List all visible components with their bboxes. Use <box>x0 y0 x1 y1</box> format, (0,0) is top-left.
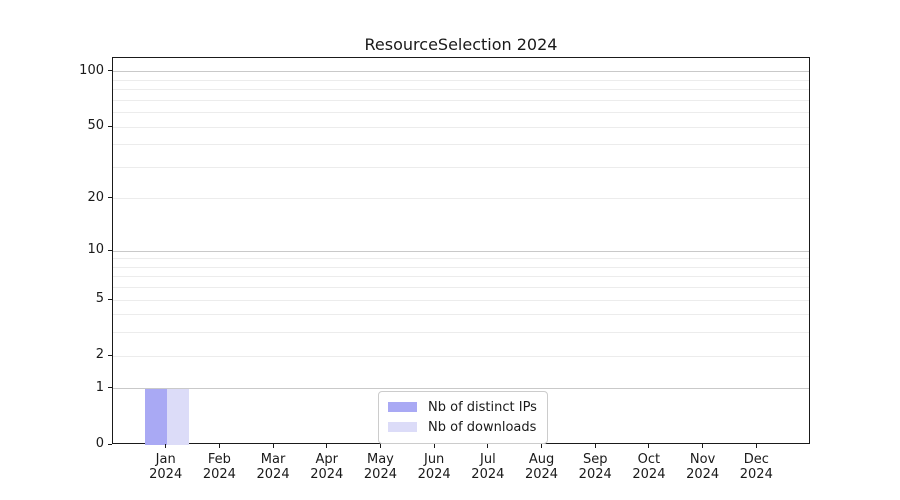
x-tick-label-sep: Sep 2024 <box>560 452 630 482</box>
x-tick-label-mar: Mar 2024 <box>238 452 308 482</box>
gridline-major <box>113 388 809 390</box>
x-tick-month: Feb <box>207 452 231 467</box>
x-tick-mark <box>272 444 274 448</box>
x-tick-month: Jan <box>155 452 176 467</box>
x-tick-label-nov: Nov 2024 <box>668 452 738 482</box>
legend-swatch-distinct-ips-icon <box>388 402 417 412</box>
x-tick-month: Apr <box>315 452 339 467</box>
x-tick-label-dec: Dec 2024 <box>721 452 791 482</box>
x-tick-month: Oct <box>637 452 661 467</box>
bar-distinct-ips-jan <box>144 388 167 445</box>
x-tick-year: 2024 <box>363 467 397 482</box>
y-tick-mark <box>108 298 112 300</box>
x-tick-year: 2024 <box>202 467 236 482</box>
gridline-minor <box>113 198 809 200</box>
gridline-minor <box>113 355 809 357</box>
x-tick-month: Jun <box>423 452 445 467</box>
x-tick-label-jul: Jul 2024 <box>453 452 523 482</box>
y-tick-mark <box>108 249 112 251</box>
gridline-minor <box>113 166 809 168</box>
x-tick-month: Jul <box>480 452 496 467</box>
x-tick-month: Sep <box>582 452 608 467</box>
x-tick-year: 2024 <box>256 467 290 482</box>
legend: Nb of distinct IPs Nb of downloads <box>378 391 548 444</box>
y-tick-label: 1 <box>95 379 104 395</box>
x-tick-year: 2024 <box>739 467 773 482</box>
x-tick-label-oct: Oct 2024 <box>614 452 684 482</box>
y-tick-mark <box>108 197 112 199</box>
x-tick-year: 2024 <box>632 467 666 482</box>
gridline-minor <box>113 276 809 278</box>
gridline-minor <box>113 112 809 114</box>
x-tick-month: Aug <box>528 452 555 467</box>
gridline-minor <box>113 287 809 289</box>
gridline-minor <box>113 314 809 316</box>
gridline-minor <box>113 89 809 91</box>
x-tick-mark <box>487 444 489 448</box>
x-tick-label-jun: Jun 2024 <box>399 452 469 482</box>
y-tick-label: 5 <box>95 291 104 307</box>
gridline-minor <box>113 126 809 128</box>
x-tick-month: May <box>367 452 394 467</box>
y-tick-mark <box>108 387 112 389</box>
x-tick-mark <box>702 444 704 448</box>
x-tick-mark <box>594 444 596 448</box>
y-tick-label: 2 <box>95 347 104 363</box>
x-tick-label-feb: Feb 2024 <box>184 452 254 482</box>
x-tick-mark <box>755 444 757 448</box>
plot-area: Nb of distinct IPs Nb of downloads <box>112 57 810 445</box>
gridline-minor <box>113 299 809 301</box>
x-tick-mark <box>433 444 435 448</box>
x-tick-label-apr: Apr 2024 <box>292 452 362 482</box>
gridline-major <box>113 250 809 252</box>
x-tick-month: Dec <box>743 452 769 467</box>
x-tick-label-may: May 2024 <box>345 452 415 482</box>
y-tick-mark <box>108 443 112 445</box>
x-tick-mark <box>648 444 650 448</box>
x-tick-label-jan: Jan 2024 <box>131 452 201 482</box>
y-tick-mark <box>108 70 112 72</box>
legend-row-downloads: Nb of downloads <box>388 417 537 437</box>
y-tick-mark <box>108 354 112 356</box>
gridline-minor <box>113 144 809 146</box>
legend-swatch-downloads-icon <box>388 422 417 432</box>
x-tick-mark <box>218 444 220 448</box>
x-tick-year: 2024 <box>524 467 559 482</box>
gridline-minor <box>113 99 809 101</box>
x-tick-year: 2024 <box>310 467 344 482</box>
x-tick-month: Mar <box>260 452 286 467</box>
y-tick-mark <box>108 125 112 127</box>
x-tick-year: 2024 <box>417 467 451 482</box>
x-tick-mark <box>165 444 167 448</box>
x-tick-mark <box>379 444 381 448</box>
legend-row-distinct-ips: Nb of distinct IPs <box>388 397 537 417</box>
chart-title: ResourceSelection 2024 <box>364 35 558 54</box>
gridline-minor <box>113 266 809 268</box>
legend-label-distinct-ips: Nb of distinct IPs <box>428 399 537 415</box>
bar-downloads-jan <box>166 388 189 445</box>
gridline-minor <box>113 258 809 260</box>
x-tick-year: 2024 <box>686 467 720 482</box>
x-tick-year: 2024 <box>578 467 612 482</box>
y-tick-label: 20 <box>87 189 104 205</box>
gridline-minor <box>113 332 809 334</box>
y-tick-label: 50 <box>87 118 104 134</box>
x-tick-year: 2024 <box>149 467 183 482</box>
x-tick-label-aug: Aug 2024 <box>507 452 577 482</box>
gridline-major <box>113 71 809 73</box>
x-tick-month: Nov <box>689 452 716 467</box>
y-tick-label: 10 <box>87 242 104 258</box>
y-tick-label: 100 <box>79 62 104 78</box>
legend-label-downloads: Nb of downloads <box>428 419 537 435</box>
gridline-minor <box>113 79 809 81</box>
y-tick-label: 0 <box>95 436 104 451</box>
x-tick-mark <box>541 444 543 448</box>
x-tick-year: 2024 <box>471 467 505 482</box>
x-tick-mark <box>326 444 328 448</box>
